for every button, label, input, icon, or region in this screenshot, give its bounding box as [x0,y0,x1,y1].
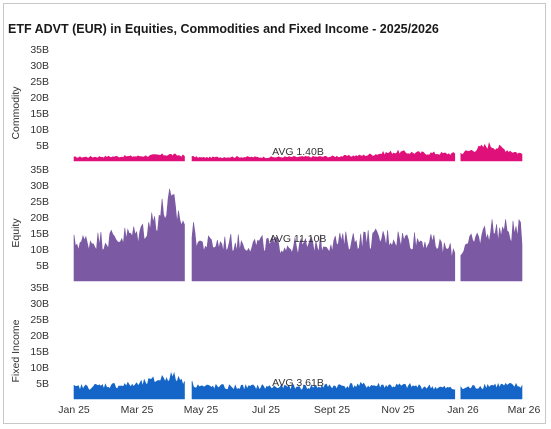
y-tick-label: 10B [30,124,49,136]
y-tick-label: 30B [30,60,49,72]
y-tick-label: 25B [30,76,49,88]
x-tick-label: May 25 [184,404,219,416]
x-tick-label: Nov 25 [381,404,414,416]
y-tick-label: 25B [30,196,49,208]
series-area-segment [191,149,456,162]
y-axis-label: Equity [10,218,22,248]
x-tick-label: Mar 26 [508,404,541,416]
y-tick-label: 15B [30,346,49,358]
x-tick-label: Mar 25 [121,404,154,416]
x-tick-label: Sept 25 [314,404,350,416]
series-area-segment [73,153,185,162]
y-tick-label: 15B [30,228,49,240]
y-tick-label: 30B [30,298,49,310]
x-tick-label: Jan 26 [447,404,479,416]
y-tick-label: 5B [36,378,49,390]
y-tick-label: 20B [30,330,49,342]
chart-title: ETF ADVT (EUR) in Equities, Commodities … [8,22,439,36]
series-area-segment [73,371,185,400]
series-area-segment [191,222,456,282]
y-tick-label: 20B [30,212,49,224]
y-tick-label: 30B [30,180,49,192]
series-area-segment [191,381,456,400]
panel-equity: 5B 10B 15B 20B 25B 30B 35B Equity AVG 11.10B [10,164,523,282]
y-tick-label: 15B [30,108,49,120]
series-area-segment [460,218,523,282]
chart-frame [3,3,546,424]
series-area-segment [460,382,523,400]
x-tick-label: Jul 25 [252,404,280,416]
y-tick-label: 25B [30,314,49,326]
average-label: AVG 3.61B [272,377,324,389]
y-tick-label: 35B [30,44,49,56]
y-tick-label: 20B [30,92,49,104]
panel-fixed-income: 5B 10B 15B 20B 25B 30B 35B Fixed Income AVG 3.61… [10,282,523,400]
panel-commodity: 5B 10B 15B 20B 25B 30B 35B Commodity AVG 1.40B [10,44,523,162]
y-tick-label: 35B [30,282,49,294]
average-label: AVG 11.10B [270,233,327,245]
y-tick-label: 5B [36,260,49,272]
x-axis: Jan 25 Mar 25 May 25 Jul 25 Sept 25 Nov 25 Jan… [58,404,540,416]
series-area-segment [73,188,185,282]
series-area-segment [460,141,523,162]
y-tick-label: 35B [30,164,49,176]
x-tick-label: Jan 25 [58,404,90,416]
y-tick-label: 10B [30,362,49,374]
y-tick-label: 5B [36,140,49,152]
y-axis-label: Commodity [10,86,22,140]
average-label: AVG 1.40B [272,146,324,158]
y-axis-label: Fixed Income [10,319,22,382]
y-tick-label: 10B [30,244,49,256]
